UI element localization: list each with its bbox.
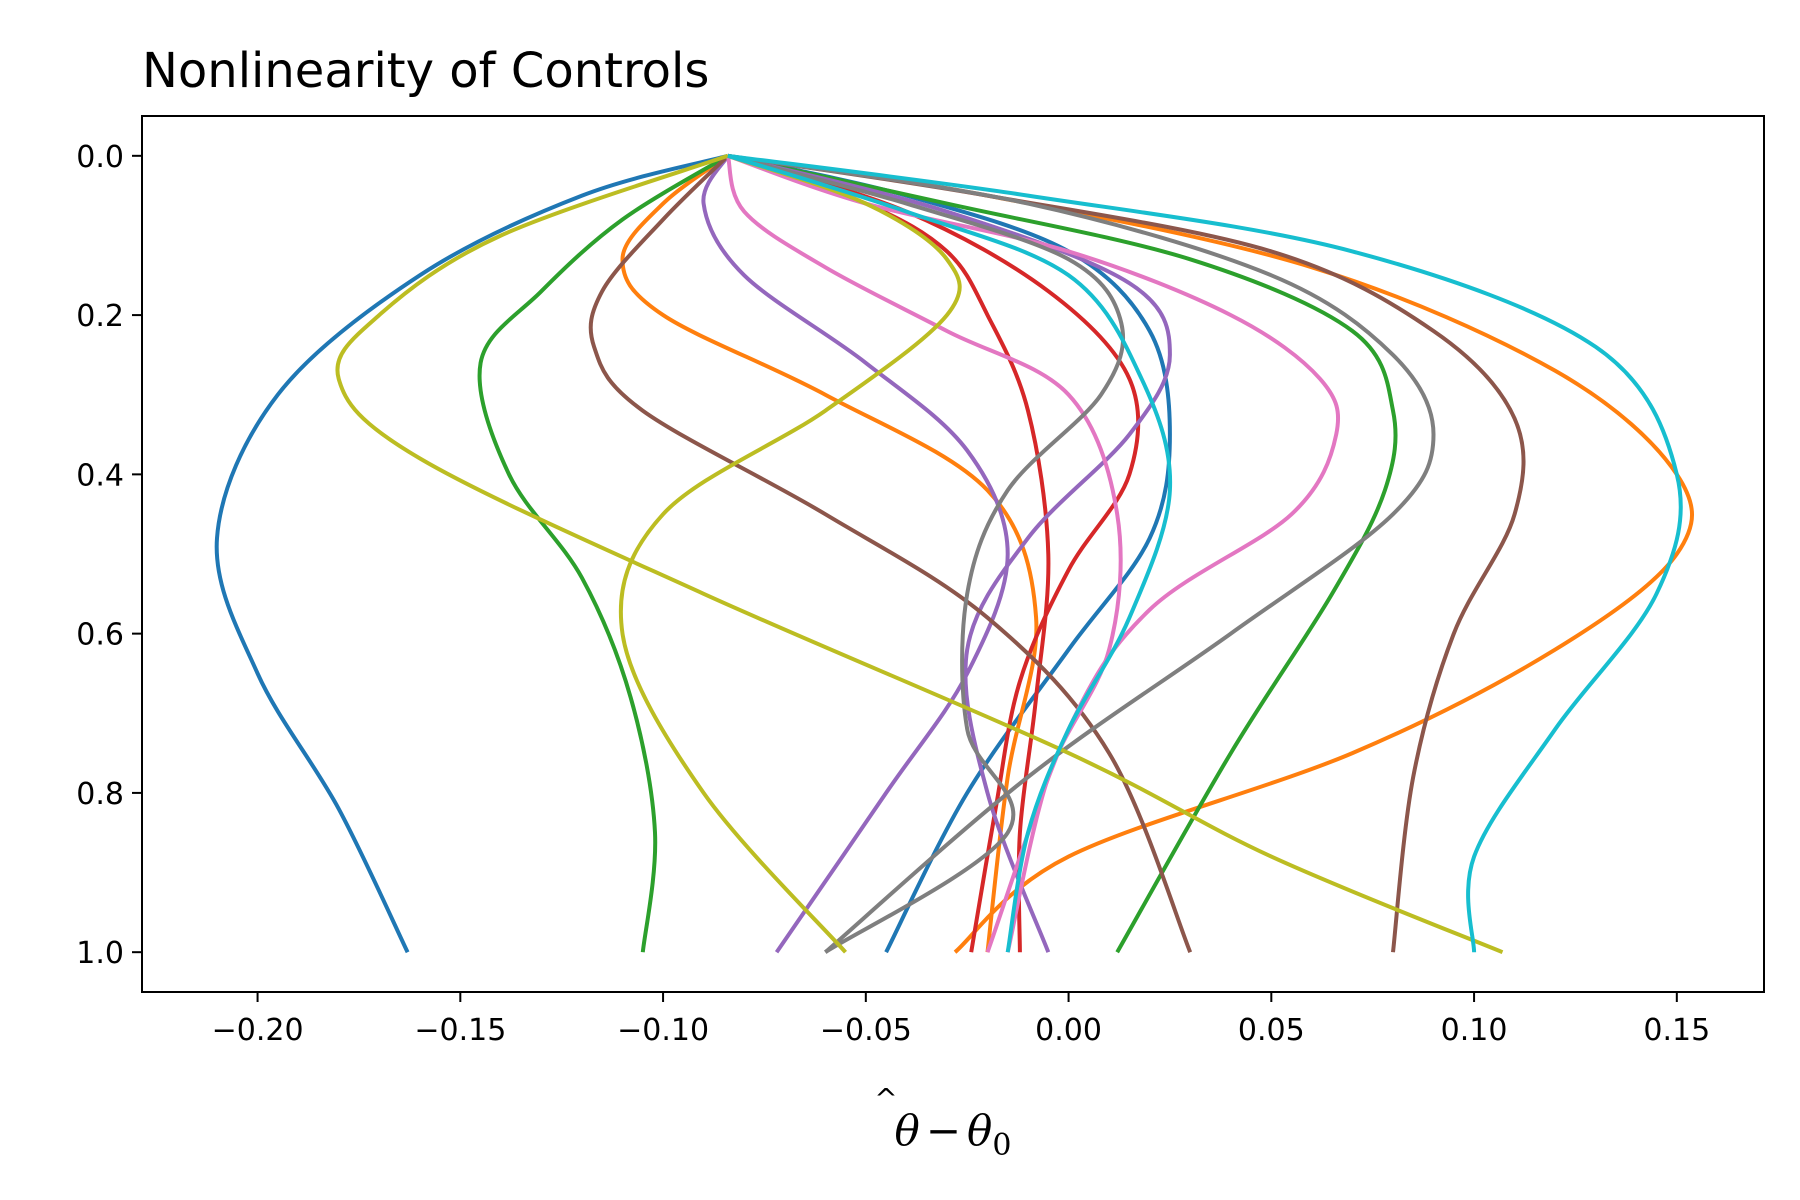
series-line-17: [335, 153, 1504, 955]
y-tick-label: 0.8: [76, 777, 124, 812]
x-tick-label: 0.10: [1441, 1013, 1508, 1048]
x-axis-label: θ − θ0: [895, 1106, 1012, 1163]
axis-ticks: −0.20 −0.15 −0.10 −0.05 0.00 0.05 0.10 0.15 0.0 0…: [76, 140, 1710, 1048]
series-line-9: [701, 154, 1010, 954]
series-lines: [214, 153, 1695, 955]
y-tick-label: 0.2: [76, 299, 124, 334]
y-tick-label: 1.0: [76, 936, 124, 971]
plot-frame: [141, 115, 1765, 993]
x-tick-label: 0.00: [1035, 1013, 1102, 1048]
y-tick-label: 0.4: [76, 458, 124, 493]
series-line-18: [618, 153, 962, 954]
x-tick-label: −0.10: [617, 1013, 709, 1048]
chart-title: Nonlinearity of Controls: [142, 43, 709, 99]
series-line-15: [727, 153, 1126, 954]
series-line-8: [727, 153, 1141, 953]
series-line-11: [588, 154, 1193, 953]
series-line-16: [727, 153, 1436, 954]
series-line-2: [727, 153, 1172, 954]
x-axis-minus: −: [926, 1106, 961, 1155]
x-axis-subscript: 0: [992, 1128, 1011, 1163]
x-axis-theta-hat: θ: [895, 1106, 920, 1155]
series-line-3: [620, 154, 1039, 953]
series-line-5: [477, 154, 729, 953]
series-line-19: [727, 153, 1173, 953]
x-axis-theta: θ: [967, 1106, 992, 1155]
series-line-1: [214, 153, 729, 954]
x-tick-label: 0.15: [1643, 1013, 1710, 1048]
series-line-4: [727, 153, 1695, 954]
x-axis-hat-mark: ^: [874, 1082, 897, 1115]
y-tick-label: 0.0: [76, 140, 124, 175]
series-line-10: [727, 153, 1172, 953]
y-tick-label: 0.6: [76, 618, 124, 653]
x-tick-label: −0.15: [414, 1013, 506, 1048]
x-tick-label: 0.05: [1238, 1013, 1305, 1048]
x-tick-label: −0.05: [820, 1013, 912, 1048]
series-line-13: [725, 155, 1123, 953]
series-line-20: [727, 153, 1683, 953]
series-line-6: [727, 153, 1398, 954]
x-tick-label: −0.20: [212, 1013, 304, 1048]
